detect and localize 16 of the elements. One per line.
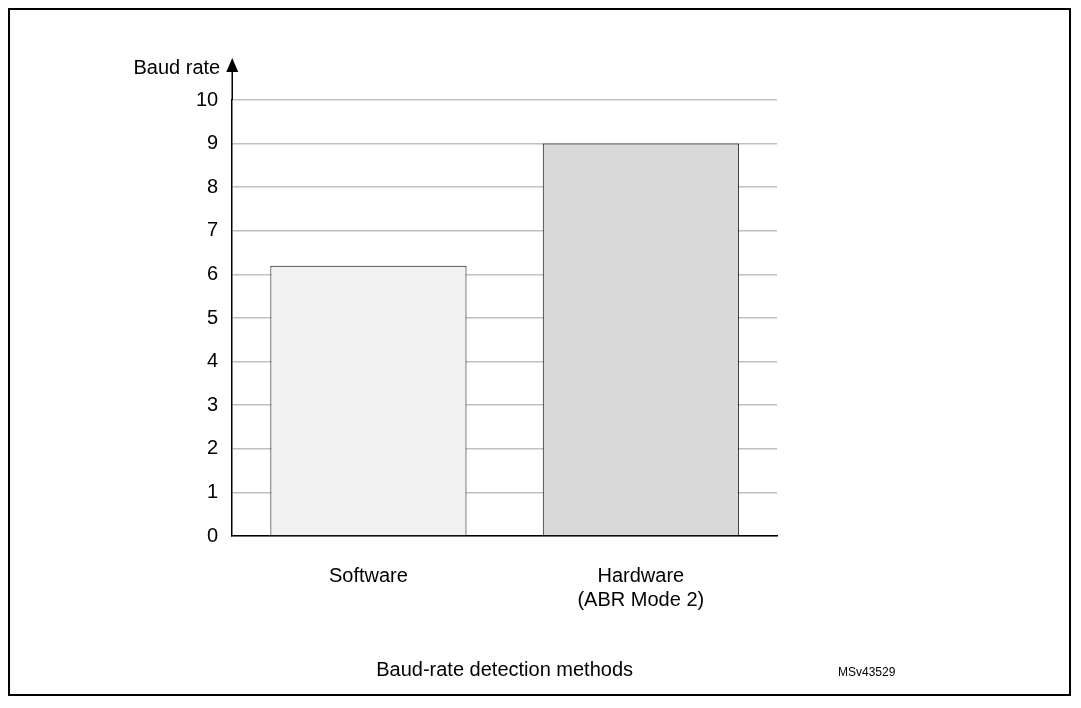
text: MSv43529	[838, 665, 896, 679]
y-tick-label: 7	[207, 218, 219, 241]
y-tick-label: 2	[207, 436, 219, 459]
y-axis-title: Baud rate	[133, 55, 221, 78]
x-tick-label: Software	[328, 563, 408, 586]
y-tick-label: 8	[207, 174, 219, 197]
x-tick-label: Hardware (ABR Mode 2)	[577, 563, 705, 610]
y-tick-label: 10	[196, 87, 219, 110]
x-axis-title: Baud-rate detection methods	[376, 657, 634, 680]
y-tick-label: 9	[207, 131, 219, 154]
y-tick-label: 4	[207, 349, 219, 372]
y-tick-label: 3	[207, 392, 219, 415]
y-tick-label: 0	[207, 523, 219, 546]
y-tick-label: 5	[207, 305, 219, 328]
y-tick-label: 1	[207, 479, 219, 502]
y-tick-label: 6	[207, 261, 219, 284]
